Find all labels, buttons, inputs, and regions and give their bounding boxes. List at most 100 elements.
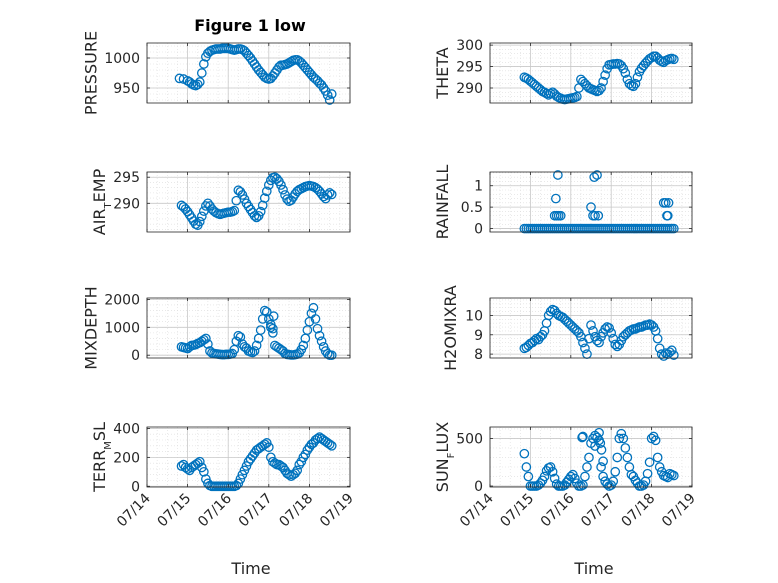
y-tick-label: 9 [474, 328, 483, 344]
data-point [247, 347, 258, 358]
y-axis-label: RAINFALL [433, 165, 452, 240]
data-point [598, 76, 608, 87]
data-point [589, 172, 600, 182]
data-point [586, 202, 596, 212]
data-point [255, 206, 266, 217]
axes-box [489, 426, 693, 488]
data-point [586, 320, 596, 330]
data-point [316, 336, 327, 347]
data-point [577, 432, 587, 443]
y-axis-label: MIXDEPTH [81, 286, 100, 369]
y-axis-label: SUNFLUX [433, 422, 457, 492]
data-point [263, 180, 274, 190]
data-point [614, 433, 625, 444]
subplot-rainfall: 0 0.5 1 RAINFALL [433, 165, 693, 240]
data-point [608, 476, 619, 487]
data-point [606, 327, 617, 338]
x-tick-label: 07/18 [619, 491, 659, 531]
x-tick-label: 07/18 [276, 491, 316, 531]
series-mixdepth [176, 302, 337, 361]
data-point [257, 200, 268, 211]
data-point [322, 90, 333, 101]
y-tick-label: 2000 [104, 292, 140, 308]
x-tick-label: 07/14 [457, 490, 497, 530]
data-point [318, 83, 329, 93]
data-point [555, 210, 566, 221]
data-point [668, 223, 679, 234]
y-tick-label: 400 [113, 421, 140, 437]
data-point [652, 452, 663, 463]
data-point [644, 457, 655, 468]
x-axis-label-right: Time [573, 559, 613, 578]
data-point [588, 326, 598, 336]
data-point [668, 350, 679, 360]
data-point [590, 441, 600, 451]
data-point [251, 340, 262, 351]
data-point [198, 466, 209, 477]
data-point [545, 306, 556, 317]
data-point [628, 81, 639, 92]
data-point [324, 439, 335, 450]
series-h2omixra [519, 304, 679, 361]
data-point [580, 343, 590, 354]
y-tick-label: 1000 [104, 51, 140, 67]
axes-box [146, 42, 351, 104]
data-point [233, 330, 244, 341]
data-point [259, 305, 270, 316]
data-point [326, 89, 337, 99]
data-point [622, 452, 633, 463]
data-point [298, 340, 309, 351]
y-axis-label: H2OMIXRA [441, 285, 460, 371]
data-point [668, 54, 679, 65]
y-tick-label: 0 [474, 479, 483, 495]
data-point [616, 428, 627, 439]
data-point [326, 440, 337, 451]
y-tick-label: 0 [131, 348, 140, 364]
y-tick-label: 8 [474, 347, 483, 363]
data-point [654, 343, 665, 354]
data-point [270, 458, 280, 468]
x-tick-label: 07/15 [155, 491, 195, 531]
data-point [660, 198, 671, 208]
data-point [612, 452, 623, 463]
y-axis-label: AIRTEMP [90, 168, 114, 235]
data-point [194, 77, 205, 87]
x-tick-label: 07/17 [578, 491, 618, 531]
axes-box [489, 297, 693, 359]
data-point [292, 465, 303, 476]
data-point [201, 201, 211, 211]
data-point [549, 473, 560, 484]
data-point [192, 79, 203, 90]
data-point [203, 339, 213, 349]
data-point [312, 323, 323, 334]
data-point [595, 438, 606, 449]
data-point [229, 205, 240, 216]
axes-box [146, 297, 351, 359]
data-point [553, 170, 563, 180]
data-point [198, 59, 209, 69]
data-point [314, 330, 325, 341]
data-point [594, 427, 604, 438]
data-point [294, 459, 305, 470]
data-point [590, 210, 600, 221]
axes-box [489, 171, 693, 233]
data-point [598, 471, 608, 482]
data-point [668, 470, 679, 481]
x-tick-label: 07/17 [236, 491, 276, 531]
data-point [539, 471, 550, 482]
data-point [642, 468, 653, 479]
data-point [547, 466, 558, 477]
figure-title: Figure 1 low [194, 16, 306, 35]
data-point [545, 462, 556, 472]
data-point [201, 333, 211, 344]
data-point [594, 85, 604, 96]
y-tick-label: 200 [113, 450, 140, 466]
data-point [632, 72, 643, 83]
data-point [598, 456, 608, 467]
series-rainfall [519, 170, 679, 234]
data-point [326, 189, 337, 200]
data-point [268, 323, 278, 334]
y-tick-label: 0 [131, 479, 140, 495]
